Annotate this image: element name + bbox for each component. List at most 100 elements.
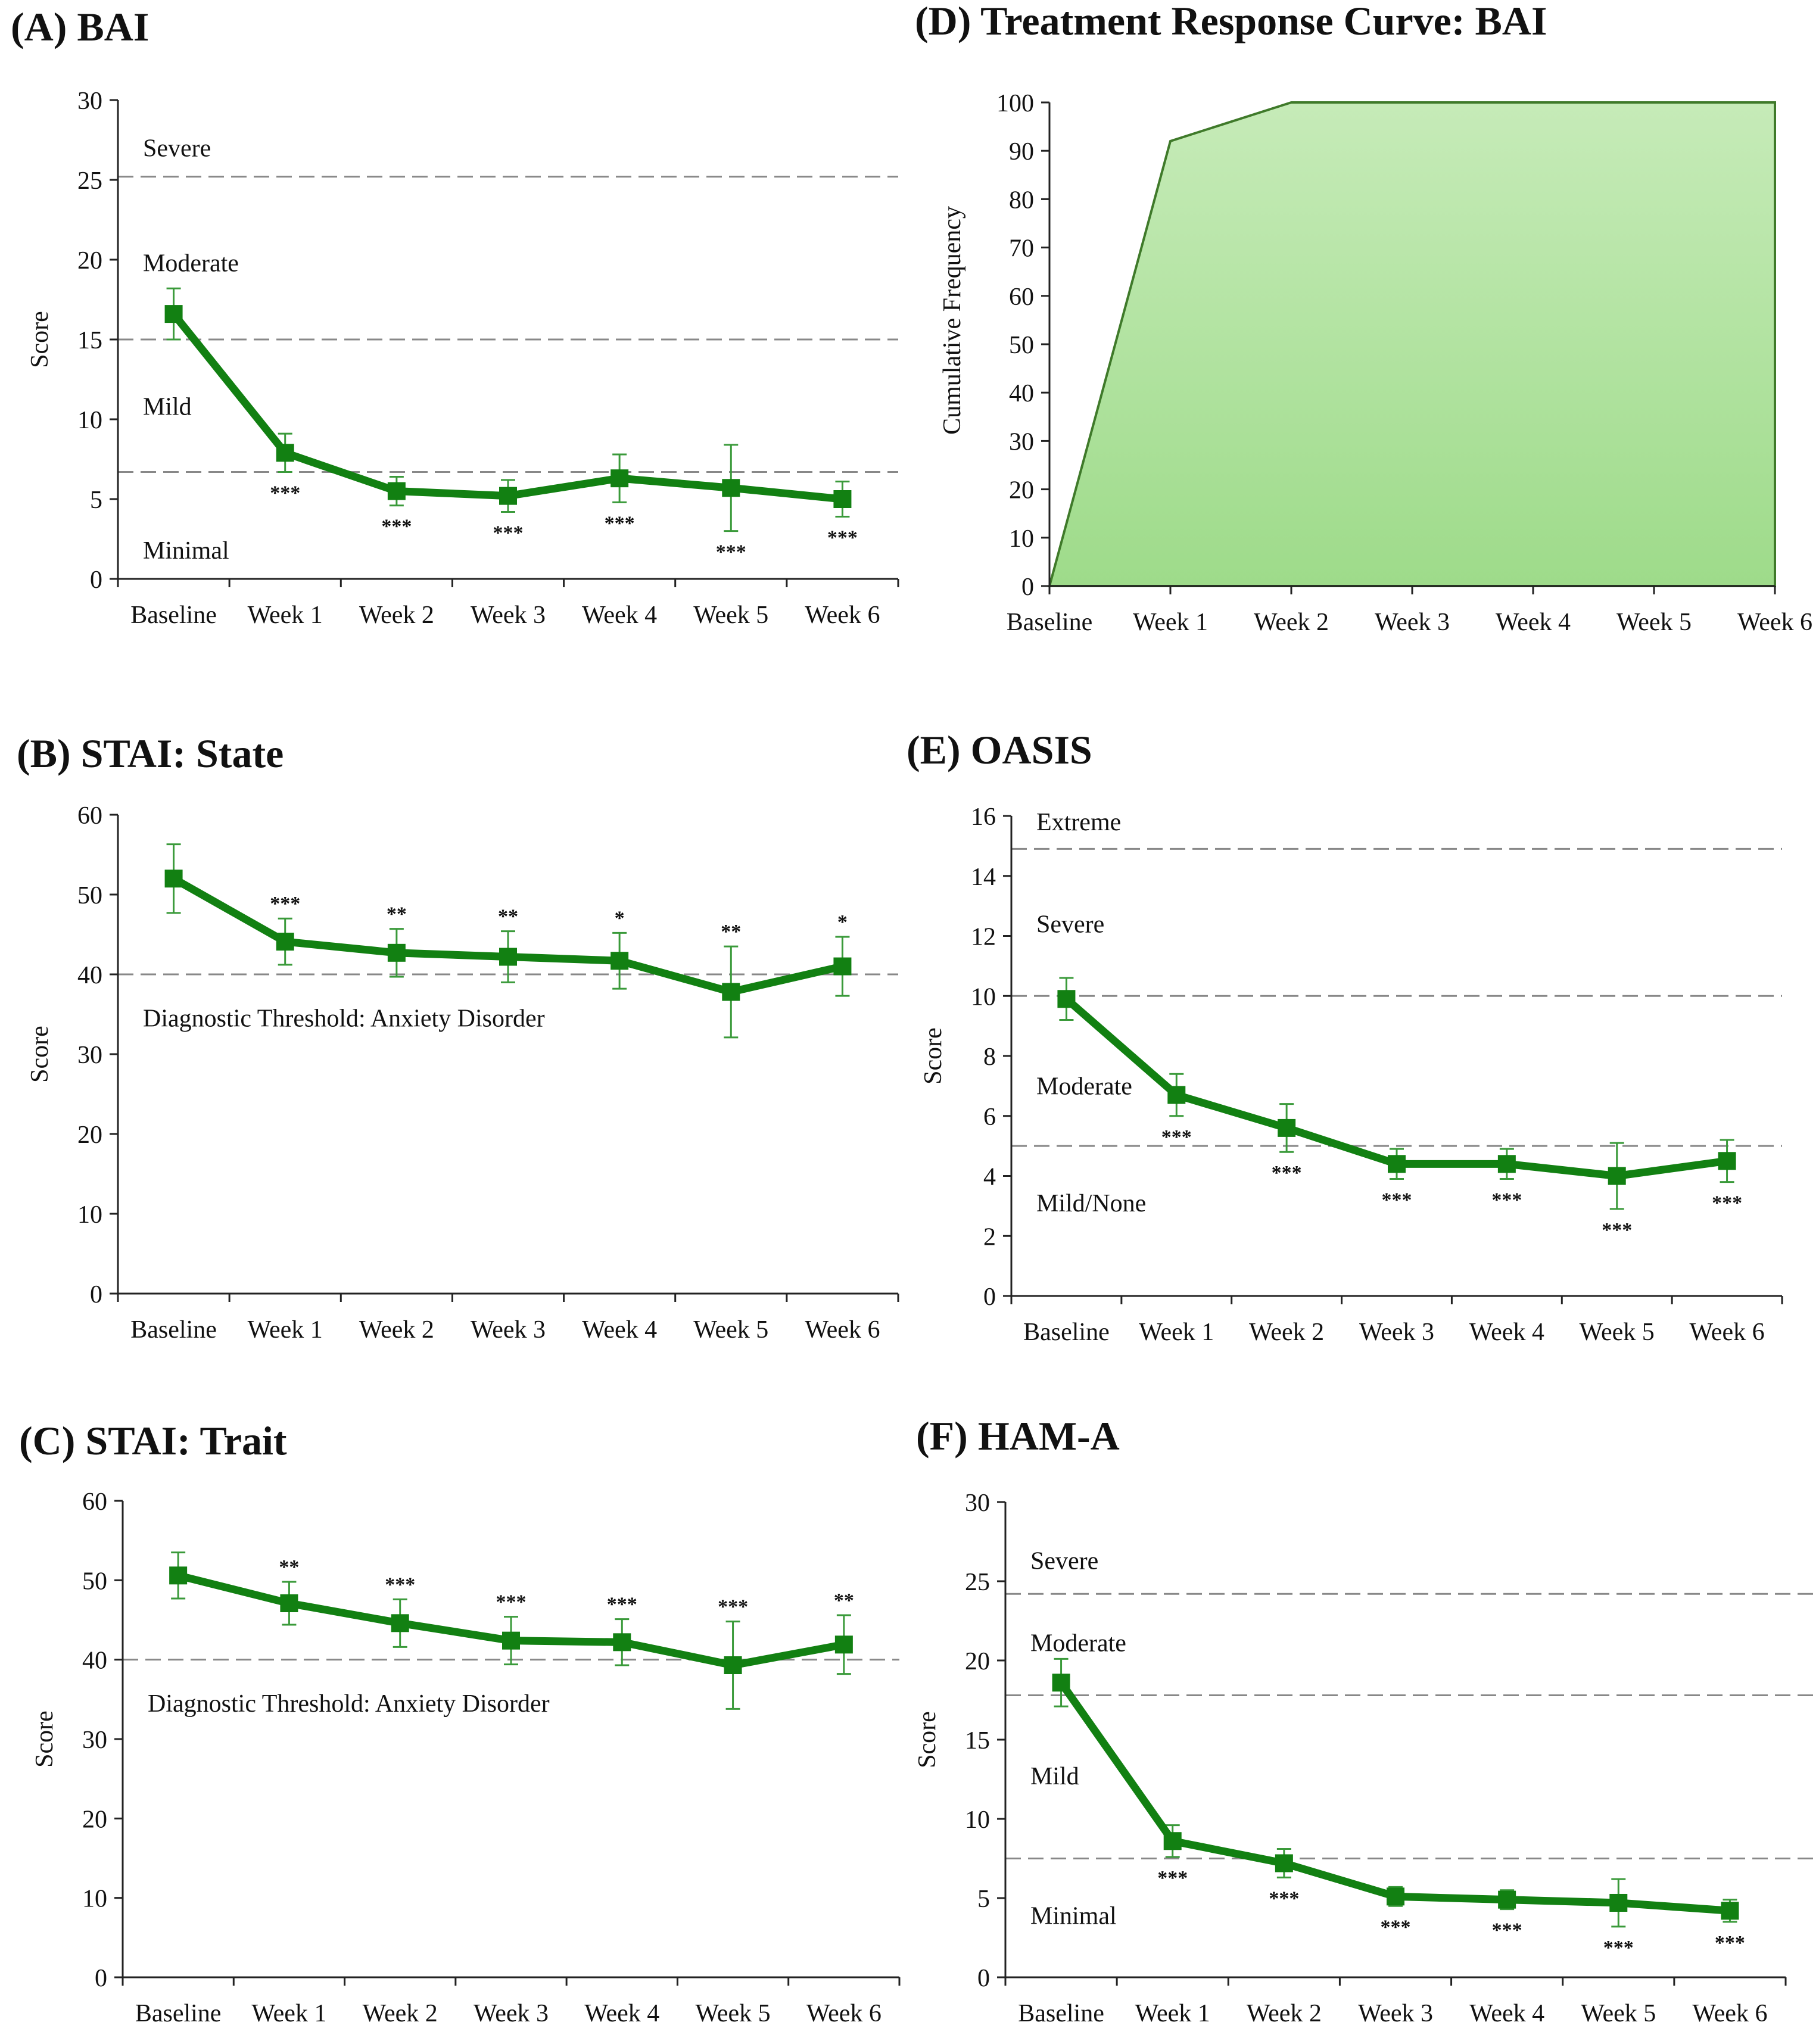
data-point [391,1614,409,1632]
data-point [1388,1155,1406,1173]
y-tick-label: 10 [1009,525,1034,553]
y-axis-title: Score [920,1027,947,1085]
significance-marker: * [837,911,848,933]
significance-marker: *** [827,526,858,549]
significance-marker: *** [1491,1189,1522,1211]
panel-c-stai-trait: (C) STAI: Trait Diagnostic Threshold: Anx… [19,1418,901,2027]
x-tick-label: Baseline [1018,2000,1104,2027]
data-point [499,948,517,966]
x-tick-label: Week 4 [1496,609,1571,636]
y-tick-label: 4 [983,1164,996,1191]
y-tick-label: 80 [1009,186,1034,214]
y-tick-label: 60 [77,802,102,830]
y-tick-label: 20 [965,1648,990,1675]
significance-marker: *** [1161,1126,1192,1148]
y-tick-label: 5 [977,1886,990,1913]
x-tick-label: Week 5 [1580,1319,1655,1346]
data-point [1057,990,1076,1008]
y-tick-label: 10 [77,1201,102,1229]
chart-title: (F) HAM-A [916,1413,1120,1459]
x-tick-label: Week 3 [471,1316,546,1344]
data-point [1498,1890,1516,1909]
band-label: Diagnostic Threshold: Anxiety Disorder [143,1005,545,1033]
x-tick-label: Baseline [130,1316,217,1344]
y-tick-label: 15 [965,1727,990,1755]
y-tick-label: 0 [977,1965,990,1992]
y-tick-label: 20 [1009,477,1034,504]
x-tick-label: Week 1 [248,602,323,629]
y-tick-label: 40 [77,962,102,989]
data-point [169,1566,188,1585]
y-tick-label: 0 [95,1965,107,1992]
significance-marker: *** [1603,1937,1634,1959]
data-point [1718,1152,1736,1170]
band-label: Minimal [1030,1902,1117,1930]
y-tick-label: 50 [82,1568,107,1595]
x-tick-label: Week 4 [584,2000,659,2027]
data-point [611,952,629,970]
y-axis-title: Score [914,1711,941,1768]
band-label: Diagnostic Threshold: Anxiety Disorder [148,1690,550,1718]
panel-b-stai-state: (B) STAI: State Diagnostic Threshold: Anx… [17,731,899,1344]
cumulative-area [1048,101,1776,587]
y-tick-label: 0 [983,1283,996,1311]
x-tick-label: Week 6 [805,1316,880,1344]
x-tick-label: Week 6 [806,2000,882,2027]
x-tick-label: Week 2 [1247,2000,1322,2027]
y-tick-label: 30 [77,1042,102,1069]
significance-marker: *** [605,512,635,534]
y-tick-label: 90 [1009,138,1034,166]
x-tick-label: Week 1 [1139,1319,1214,1346]
y-tick-label: 40 [82,1647,107,1675]
significance-marker: *** [716,541,746,563]
data-point [722,983,740,1001]
significance-marker: *** [1382,1189,1412,1211]
x-tick-label: Week 2 [359,602,434,629]
y-tick-label: 25 [965,1569,990,1596]
x-tick-label: Baseline [1007,609,1093,636]
significance-marker: *** [1272,1162,1302,1184]
significance-marker: * [615,907,625,929]
significance-marker: *** [1492,1920,1522,1942]
band-label: Mild [1030,1763,1079,1790]
panel-e-oasis: (E) OASIS Extreme Severe Moderate Mild/None 0… [907,727,1783,1346]
x-tick-label: Week 3 [1359,1319,1434,1346]
x-tick-label: Week 1 [1135,2000,1210,2027]
band-label: Severe [1036,911,1104,938]
x-tick-label: Week 3 [1375,609,1450,636]
data-point [499,487,517,505]
y-tick-label: 25 [77,167,102,195]
y-tick-label: 70 [1009,235,1034,263]
y-axis-title: Cumulative Frequency [939,206,966,435]
x-tick-label: Baseline [135,2000,222,2027]
data-point [164,305,183,323]
significance-marker: ** [279,1556,299,1578]
band-label: Moderate [143,250,239,277]
data-point [1163,1832,1182,1850]
data-point [1608,1167,1626,1185]
y-tick-label: 30 [965,1490,990,1517]
significance-marker: ** [721,921,741,943]
y-tick-label: 2 [983,1223,996,1251]
chart-title: (C) STAI: Trait [19,1418,287,1463]
significance-marker: *** [718,1596,748,1618]
significance-marker: ** [834,1590,854,1612]
x-tick-label: Week 4 [582,602,657,629]
y-tick-label: 0 [90,1281,102,1308]
x-tick-label: Week 4 [582,1316,657,1344]
significance-marker: *** [1157,1867,1188,1889]
significance-marker: *** [1269,1887,1299,1909]
x-tick-label: Week 2 [363,2000,438,2027]
data-point [1278,1118,1296,1137]
x-tick-label: Week 1 [1133,609,1208,636]
data-point [387,943,406,962]
y-tick-label: 0 [90,566,102,594]
x-tick-label: Week 3 [1358,2000,1433,2027]
band-label: Minimal [143,537,229,565]
x-tick-label: Week 3 [471,602,546,629]
significance-marker: *** [1602,1219,1632,1241]
y-tick-label: 8 [983,1043,996,1071]
x-tick-label: Week 5 [693,1316,768,1344]
y-tick-label: 40 [1009,380,1034,407]
y-axis-title: Score [26,311,54,368]
